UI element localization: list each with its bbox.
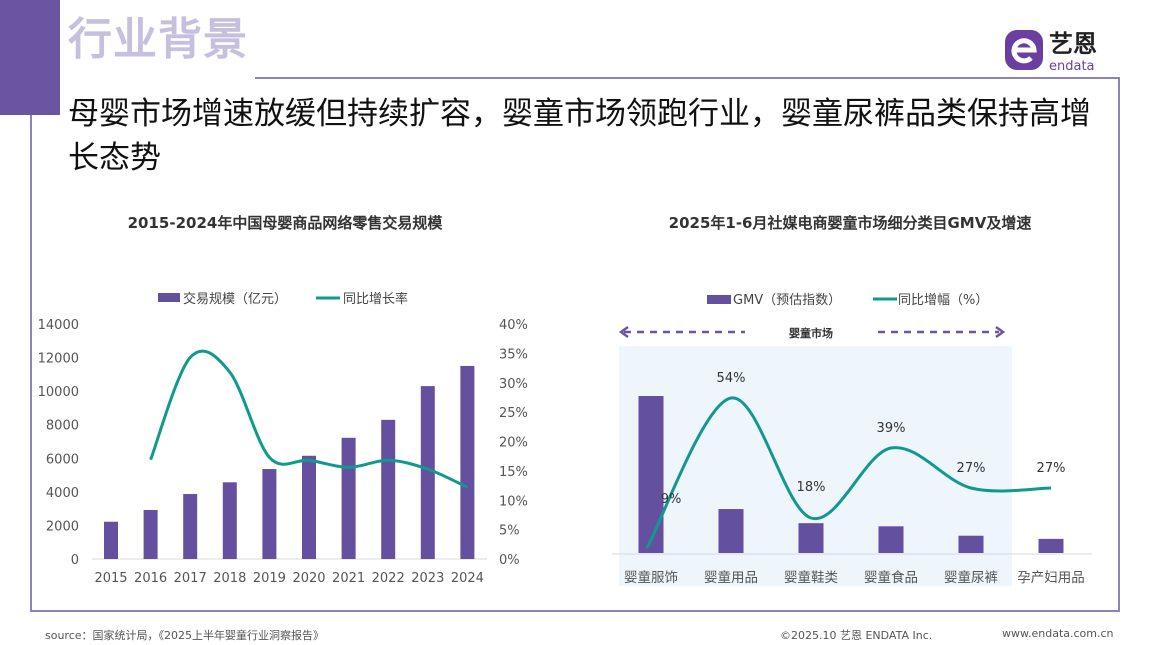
source-note: source：国家统计局，《2025上半年婴童行业洞察报告》 [45, 629, 325, 642]
right-axis-tick: 10% [499, 494, 528, 509]
left-axis-tick: 10000 [38, 385, 79, 400]
bar [381, 419, 396, 559]
data-label: 9% [661, 492, 682, 507]
legend-bar-swatch [707, 295, 731, 304]
bar [104, 521, 118, 559]
section-title: 行业背景 [68, 14, 248, 65]
bar [718, 509, 744, 553]
frame-line [255, 77, 1120, 79]
website-link[interactable]: www.endata.com.cn [1002, 627, 1114, 640]
legend-bar-label: GMV（预估指数） [733, 293, 841, 308]
legend-bar-swatch [158, 293, 180, 302]
frame-line [1118, 77, 1120, 612]
left-axis-tick: 12000 [38, 352, 79, 367]
legend-line-label: 同比增长率 [343, 291, 408, 307]
x-axis-tick: 2021 [332, 571, 365, 586]
bar [1038, 538, 1064, 553]
right-axis-tick: 0% [499, 553, 520, 568]
legend-bar-label: 交易规模（亿元） [183, 291, 287, 307]
endata-logo: 艺恩 endata [1003, 26, 1123, 76]
left-axis-tick: 4000 [46, 486, 79, 501]
bar [183, 494, 198, 559]
left-axis-tick: 0 [71, 553, 79, 568]
x-axis-tick: 2015 [94, 571, 127, 586]
arrow-left-icon [618, 325, 629, 339]
x-axis-tick: 2019 [253, 571, 286, 586]
headline: 母婴市场增速放缓但持续扩容，婴童市场领跑行业，婴童尿裤品类保持高增长态势 [68, 96, 1091, 176]
x-axis-tick: 2022 [372, 571, 405, 586]
x-axis-tick: 婴童尿裤 [944, 569, 998, 586]
chart2-title: 2025年1-6月社媒电商婴童市场细分类目GMV及增速 [668, 214, 1032, 232]
chart1-title: 2015-2024年中国母婴商品网络零售交易规模 [127, 214, 443, 232]
svg-text:艺恩: 艺恩 [1049, 30, 1097, 58]
x-axis-tick: 婴童鞋类 [784, 569, 838, 586]
x-axis-tick: 2023 [411, 571, 444, 586]
right-axis-tick: 30% [499, 377, 528, 392]
bar [143, 509, 158, 559]
x-axis-tick: 2016 [134, 571, 167, 586]
market-annotation: 婴童市场 [789, 326, 833, 340]
right-axis-tick: 20% [499, 436, 528, 451]
right-axis-tick: 40% [499, 318, 528, 333]
x-axis-tick: 2018 [213, 571, 246, 586]
x-axis-tick: 孕产妇用品 [1017, 569, 1085, 586]
x-axis-tick: 婴童食品 [864, 569, 918, 586]
left-axis-tick: 14000 [38, 318, 79, 333]
growth-line [645, 396, 1052, 549]
right-axis-tick: 5% [499, 524, 520, 539]
copyright: ©2025.10 艺恩 ENDATA Inc. [780, 629, 933, 642]
logo-icon: 艺恩 endata [1005, 30, 1097, 74]
frame-line [30, 115, 32, 612]
right-axis-tick: 25% [499, 406, 528, 421]
data-label: 54% [717, 371, 746, 386]
left-axis-tick: 6000 [46, 452, 79, 467]
bar [420, 386, 435, 559]
x-axis-tick: 婴童服饰 [624, 569, 678, 586]
bar [958, 535, 984, 553]
right-axis-tick: 15% [499, 465, 528, 480]
data-label: 18% [797, 480, 826, 495]
arrow-right-icon [995, 325, 1006, 339]
bar [878, 526, 904, 553]
x-axis-tick: 2020 [292, 571, 325, 586]
bar [262, 469, 277, 559]
bar [460, 365, 475, 559]
svg-text:endata: endata [1049, 59, 1095, 74]
right-axis-tick: 35% [499, 347, 528, 362]
bar [302, 455, 316, 559]
frame-line [30, 610, 1120, 612]
x-axis-tick: 婴童用品 [704, 569, 758, 586]
x-axis-tick: 2017 [174, 571, 207, 586]
data-label: 27% [957, 461, 986, 476]
x-axis-tick: 2024 [451, 571, 484, 586]
growth-line [149, 349, 469, 489]
legend-line-label: 同比增幅（%） [898, 293, 988, 308]
accent-block [0, 0, 60, 115]
data-label: 27% [1037, 461, 1066, 476]
left-axis-tick: 2000 [46, 519, 79, 534]
bar [638, 396, 664, 553]
left-axis-tick: 8000 [46, 419, 79, 434]
data-label: 39% [877, 421, 906, 436]
bar [222, 482, 237, 559]
bar [798, 523, 824, 553]
